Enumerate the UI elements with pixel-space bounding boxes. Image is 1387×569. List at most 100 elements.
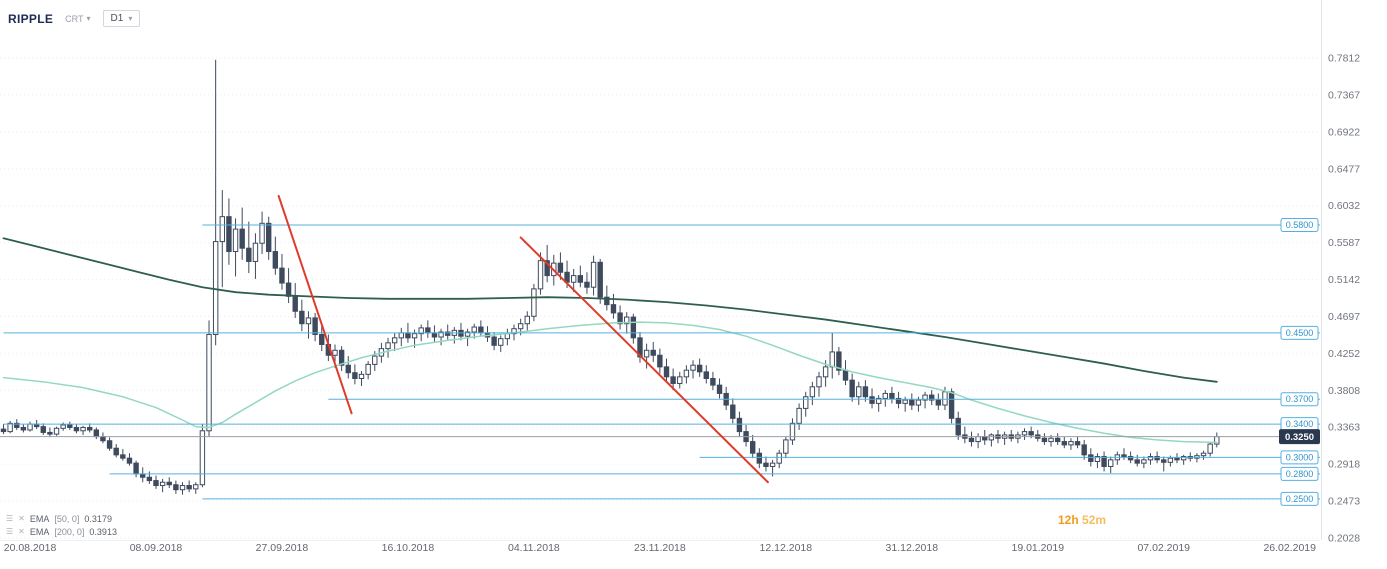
candle-body [445, 331, 451, 336]
candle-body [1101, 456, 1107, 467]
candle-body [836, 351, 842, 371]
candle-body [1088, 454, 1094, 462]
candle-body [411, 333, 418, 339]
x-axis-label: 31.12.2018 [886, 542, 939, 554]
trendline[interactable] [519, 236, 769, 484]
x-axis-label: 12.12.2018 [760, 542, 813, 554]
candle-body [153, 480, 159, 487]
candle-body [703, 371, 709, 379]
candle-body [438, 331, 444, 338]
candle-body [882, 392, 888, 399]
candle-body [504, 333, 511, 340]
timeframe-label: D1 [110, 13, 124, 24]
candle-body [895, 397, 902, 404]
price-level-tag-label: 0.2800 [1286, 469, 1314, 479]
candle-body [259, 222, 265, 244]
candle-body [856, 386, 862, 398]
candle-body [1041, 437, 1048, 443]
candle-body [1174, 457, 1180, 461]
candle-body [902, 399, 908, 404]
candle-body [372, 355, 378, 365]
candle-body [73, 426, 80, 432]
price-level-tag[interactable] [1280, 466, 1319, 481]
indicator-remove-icon[interactable]: ✕ [18, 526, 25, 536]
candle-body [464, 331, 471, 337]
ema200-line [2, 237, 1218, 383]
candle-body [610, 304, 617, 314]
candle-body [577, 275, 584, 283]
candle-body [120, 454, 126, 459]
candle-body [716, 384, 723, 394]
candle-body [537, 260, 544, 290]
countdown-hours: 12h [1058, 513, 1079, 527]
trendline[interactable] [277, 194, 353, 415]
y-axis-label: 0.3363 [1328, 422, 1360, 434]
indicator-params: [50, 0] [54, 513, 80, 524]
price-level-tag[interactable] [1280, 392, 1319, 407]
price-level-tag[interactable] [1280, 325, 1319, 340]
candle-body [544, 260, 550, 277]
x-axis-label: 19.01.2019 [1011, 542, 1064, 554]
candle-body [842, 369, 849, 381]
price-level-tag-label: 0.5800 [1286, 220, 1314, 230]
indicator-settings-icon[interactable]: ☰ [6, 526, 14, 536]
y-axis-label: 0.3808 [1328, 385, 1360, 397]
candle-body [232, 228, 239, 253]
candle-body [769, 462, 776, 467]
x-axis-label: 26.02.2019 [1263, 542, 1316, 554]
chart-type-dropdown[interactable]: CRT ▾ [65, 14, 90, 24]
candle-body [624, 316, 630, 325]
candle-body [1068, 441, 1074, 446]
candle-body [166, 481, 172, 486]
chart-type-label: CRT [65, 13, 84, 24]
candle-body [1094, 456, 1101, 462]
candle-body [1028, 431, 1034, 436]
candle-body [869, 396, 875, 404]
candle-body [212, 241, 219, 336]
candle-body [67, 424, 73, 428]
candle-body [20, 426, 27, 431]
candle-body [829, 351, 835, 368]
x-axis-label: 08.09.2018 [130, 542, 183, 554]
candle-body [471, 326, 477, 333]
candle-body [816, 376, 822, 388]
indicator-value: 0.3179 [84, 513, 112, 524]
price-level-tag[interactable] [1280, 450, 1319, 465]
candle-body [1054, 437, 1061, 443]
candle-body [60, 424, 66, 429]
indicator-name: EMA [29, 513, 50, 524]
y-axis-label: 0.7367 [1328, 89, 1360, 101]
candle-close-countdown: 12h 52m [1058, 513, 1106, 527]
timeframe-dropdown[interactable]: D1 ▾ [102, 10, 141, 27]
candle-body [345, 364, 351, 374]
candle-body [272, 251, 279, 269]
candle-body [27, 423, 33, 431]
candle-body [478, 326, 484, 334]
y-axis-label: 0.4697 [1328, 311, 1360, 323]
indicator-settings-icon[interactable]: ☰ [6, 513, 14, 523]
price-level-tag-label: 0.4500 [1286, 328, 1314, 338]
symbol-name: RIPPLE [8, 11, 54, 26]
candle-body [159, 481, 166, 487]
candle-body [431, 332, 438, 338]
candle-body [179, 485, 186, 491]
price-level-tag[interactable] [1280, 217, 1319, 232]
candle-body [418, 327, 424, 335]
candle-body [332, 349, 338, 356]
candle-body [789, 422, 796, 441]
candle-body [491, 336, 497, 346]
candle-body [570, 275, 577, 283]
indicator-value: 0.3913 [89, 526, 117, 537]
candle-body [1021, 431, 1028, 436]
indicator-remove-icon[interactable]: ✕ [18, 513, 25, 523]
candle-body [398, 332, 405, 339]
price-level-tag[interactable] [1280, 491, 1319, 506]
candle-body [1200, 452, 1207, 457]
candle-body [14, 422, 20, 428]
candle-body [783, 439, 789, 454]
indicator-params: [200, 0] [54, 526, 85, 537]
candle-body [803, 396, 809, 409]
candle-body [252, 242, 259, 262]
y-axis-label: 0.4252 [1328, 348, 1360, 360]
